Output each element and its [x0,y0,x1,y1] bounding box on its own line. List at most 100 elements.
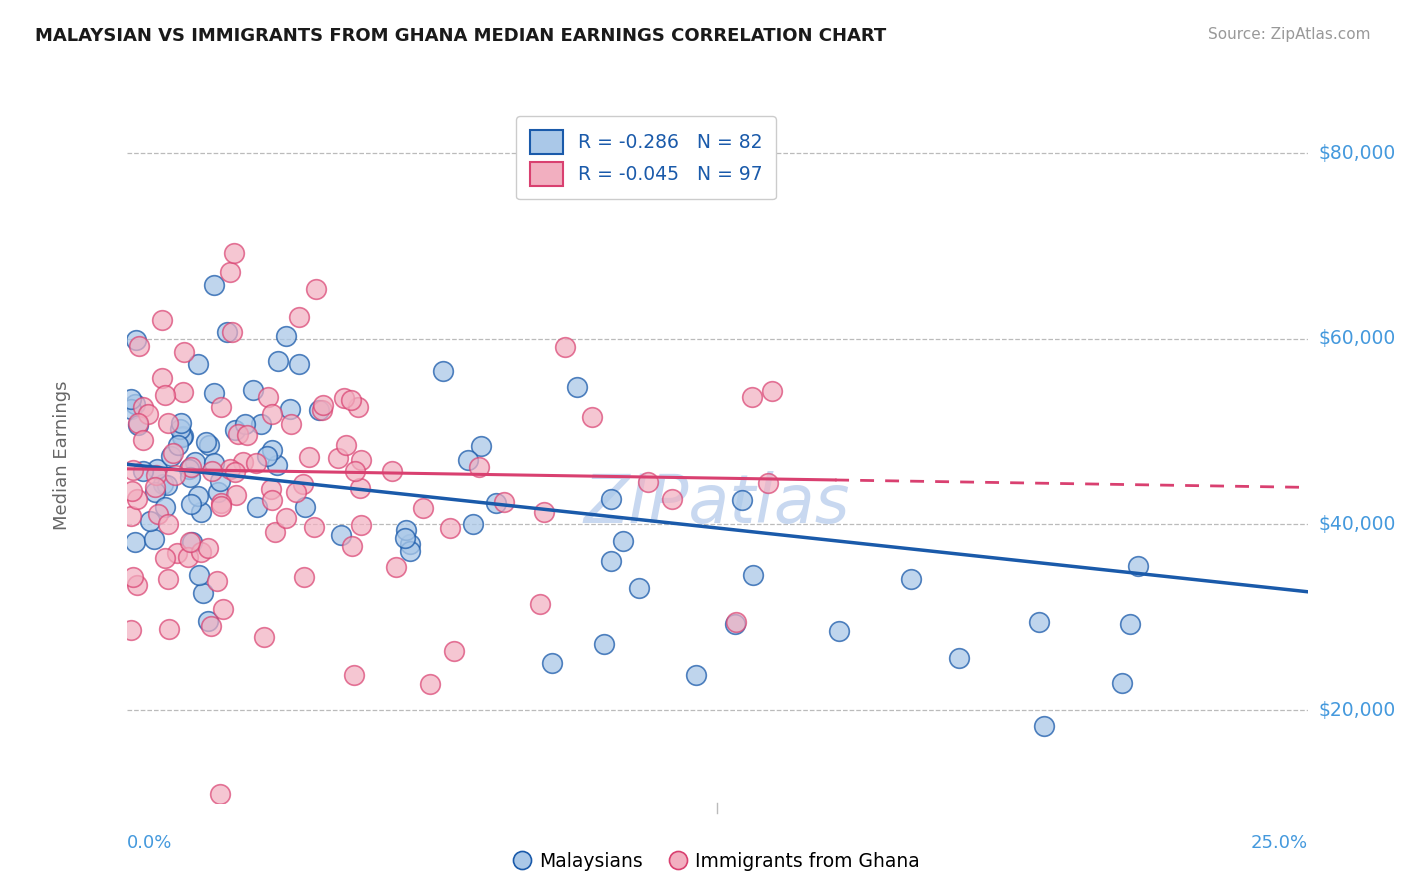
Text: $80,000: $80,000 [1319,144,1396,163]
Point [457,452,479,467]
Point [627,581,650,595]
Point [540,656,562,670]
Point [432,364,454,378]
Point [246,500,269,514]
Point [554,340,576,354]
Point [209,496,232,510]
Point [121,484,143,499]
Point [533,505,555,519]
Point [723,616,745,631]
Point [349,481,371,495]
Point [127,577,149,591]
Point [150,371,173,385]
Point [231,455,253,469]
Point [264,525,287,540]
Point [724,615,747,629]
Point [308,403,330,417]
Point [267,353,290,368]
Point [637,475,659,490]
Point [202,386,225,401]
Text: Median Earnings: Median Earnings [52,380,70,530]
Point [156,478,179,492]
Text: $20,000: $20,000 [1319,700,1396,720]
Point [124,535,146,549]
Point [900,572,922,586]
Point [1111,676,1133,690]
Point [395,523,418,537]
Point [461,517,484,532]
Point [224,465,246,479]
Point [188,568,211,582]
Point [224,423,246,437]
Point [120,508,142,523]
Point [250,417,273,431]
Point [468,460,491,475]
Point [291,477,314,491]
Point [350,453,373,467]
Point [593,637,616,651]
Point [190,545,212,559]
Point [347,401,370,415]
Point [179,470,201,484]
Point [202,456,225,470]
Point [581,409,603,424]
Point [492,495,515,509]
Point [412,501,434,516]
Point [599,491,621,506]
Point [169,422,191,436]
Point [335,438,357,452]
Point [398,544,420,558]
Point [257,390,280,404]
Text: $60,000: $60,000 [1319,329,1396,349]
Point [172,385,194,400]
Point [741,390,763,404]
Point [205,574,228,588]
Point [298,450,321,464]
Point [124,397,146,411]
Text: 0.0%: 0.0% [127,834,172,852]
Point [172,428,194,442]
Point [262,492,284,507]
Point [197,438,219,452]
Point [253,631,276,645]
Point [132,401,155,415]
Point [288,357,311,371]
Point [343,464,366,478]
Point [187,357,209,371]
Point [419,677,441,691]
Point [120,392,142,407]
Point [167,438,190,452]
Point [262,442,284,457]
Point [170,430,193,444]
Point [142,533,165,547]
Point [302,520,325,534]
Point [153,387,176,401]
Point [125,333,148,347]
Point [288,310,311,324]
Point [756,475,779,490]
Point [742,567,765,582]
Point [195,434,218,449]
Point [311,402,333,417]
Point [394,531,416,545]
Text: 25.0%: 25.0% [1250,834,1308,852]
Point [200,619,222,633]
Point [122,463,145,477]
Point [153,551,176,566]
Point [292,570,315,584]
Point [166,546,188,560]
Point [179,535,201,549]
Point [156,517,179,532]
Point [1126,559,1149,574]
Point [139,514,162,528]
Point [276,328,298,343]
Point [132,434,155,448]
Point [276,511,298,525]
Point [470,439,492,453]
Point [343,668,366,682]
Point [218,462,240,476]
Point [197,541,219,556]
Point [209,787,232,801]
Point [207,484,229,499]
Point [266,458,288,472]
